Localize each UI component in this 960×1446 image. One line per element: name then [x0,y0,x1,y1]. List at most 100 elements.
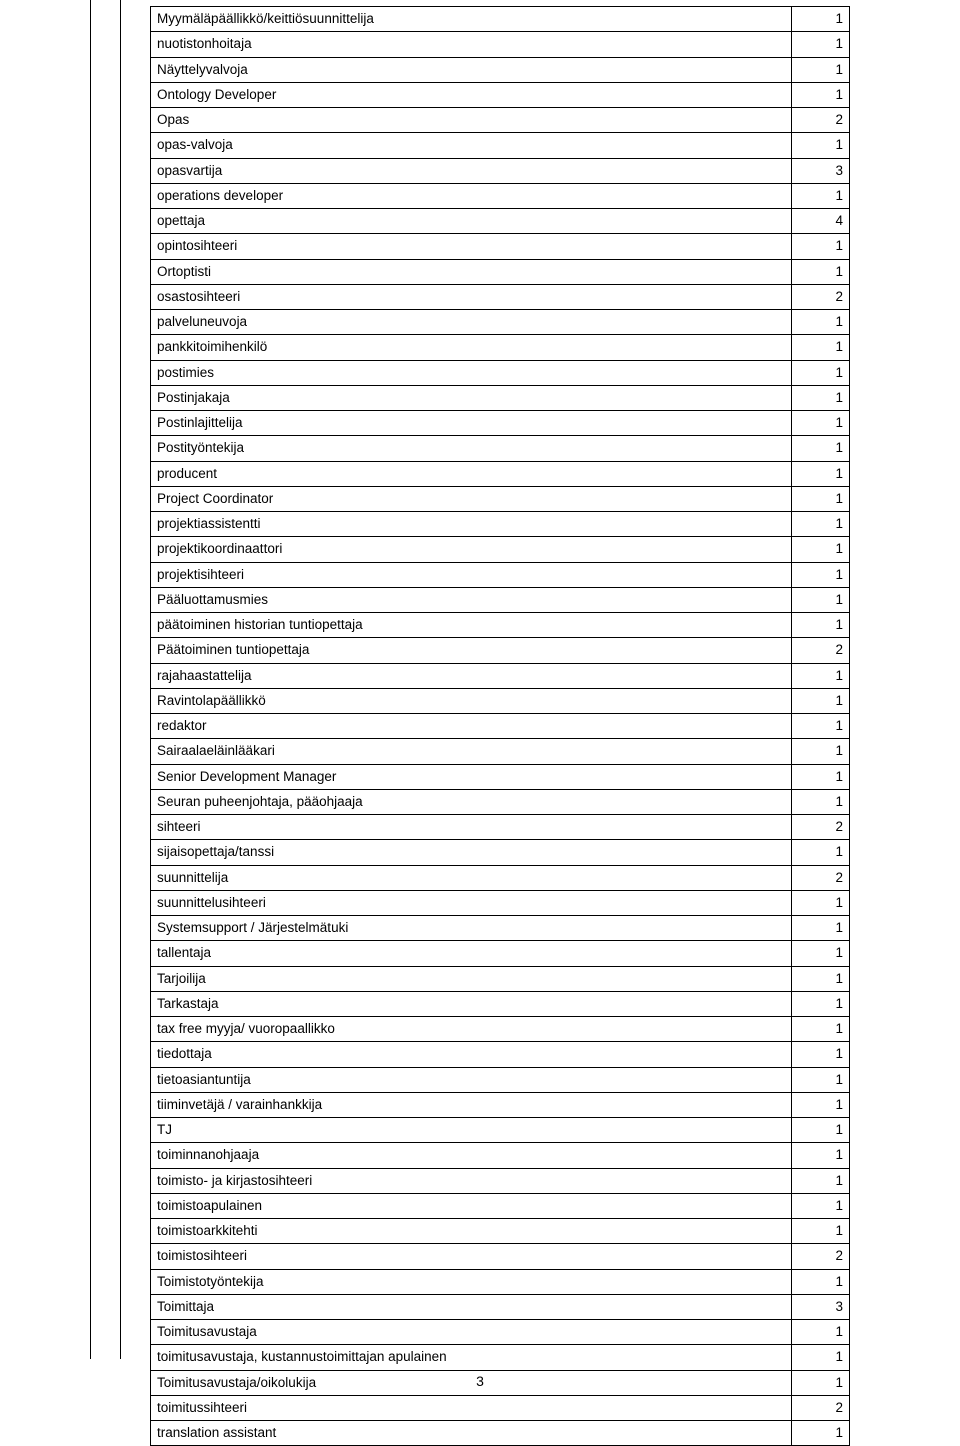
row-value: 3 [792,1294,850,1319]
row-value: 1 [792,436,850,461]
row-label: toimistoarkkitehti [151,1219,792,1244]
row-label: palveluneuvoja [151,310,792,335]
table-row: Ontology Developer1 [151,82,850,107]
row-label: nuotistonhoitaja [151,32,792,57]
table-row: Päätoiminen tuntiopettaja2 [151,638,850,663]
row-value: 1 [792,916,850,941]
row-value: 1 [792,259,850,284]
row-label: Sairaalaeläinlääkari [151,739,792,764]
row-value: 1 [792,32,850,57]
table-row: Opas2 [151,108,850,133]
row-label: opettaja [151,209,792,234]
row-value: 1 [792,537,850,562]
table-row: tax free myyja/ vuoropaallikko1 [151,1017,850,1042]
row-label: translation assistant [151,1421,792,1446]
row-label: toiminnanohjaaja [151,1143,792,1168]
row-label: sihteeri [151,815,792,840]
table-row: Ortoptisti1 [151,259,850,284]
table-row: pankkitoimihenkilö1 [151,335,850,360]
table-row: tiedottaja1 [151,1042,850,1067]
table-row: tallentaja1 [151,941,850,966]
table-row: projektikoordinaattori1 [151,537,850,562]
row-label: Project Coordinator [151,486,792,511]
table-row: tietoasiantuntija1 [151,1067,850,1092]
table-row: Toimittaja3 [151,1294,850,1319]
row-value: 2 [792,1395,850,1420]
row-label: Seuran puheenjohtaja, pääohjaaja [151,789,792,814]
table-row: suunnittelusihteeri1 [151,890,850,915]
row-label: toimistoapulainen [151,1193,792,1218]
row-label: producent [151,461,792,486]
row-value: 1 [792,562,850,587]
table-row: Sairaalaeläinlääkari1 [151,739,850,764]
row-label: Ontology Developer [151,82,792,107]
table-row: päätoiminen historian tuntiopettaja1 [151,613,850,638]
row-value: 1 [792,587,850,612]
row-value: 1 [792,234,850,259]
table-row: toimitussihteeri2 [151,1395,850,1420]
row-value: 1 [792,82,850,107]
table-row: projektisihteeri1 [151,562,850,587]
row-label: tiiminvetäjä / varainhankkija [151,1092,792,1117]
row-value: 1 [792,1092,850,1117]
table-row: operations developer1 [151,183,850,208]
row-label: opas-valvoja [151,133,792,158]
row-value: 1 [792,688,850,713]
row-value: 3 [792,158,850,183]
table-row: redaktor1 [151,714,850,739]
row-label: toimitusavustaja, kustannustoimittajan a… [151,1345,792,1370]
row-value: 1 [792,512,850,537]
row-value: 1 [792,335,850,360]
row-value: 1 [792,613,850,638]
row-label: postimies [151,360,792,385]
table-row: Näyttelyvalvoja1 [151,57,850,82]
table-row: producent1 [151,461,850,486]
row-value: 1 [792,714,850,739]
row-label: toimistosihteeri [151,1244,792,1269]
row-label: redaktor [151,714,792,739]
row-label: Pääluottamusmies [151,587,792,612]
row-value: 1 [792,133,850,158]
row-label: Systemsupport / Järjestelmätuki [151,916,792,941]
row-value: 1 [792,739,850,764]
table-row: TJ1 [151,1118,850,1143]
row-value: 1 [792,360,850,385]
table-row: toimistosihteeri2 [151,1244,850,1269]
table-row: Senior Development Manager1 [151,764,850,789]
row-value: 1 [792,1421,850,1446]
row-value: 1 [792,663,850,688]
table-row: toimitusavustaja, kustannustoimittajan a… [151,1345,850,1370]
table-row: opettaja4 [151,209,850,234]
table-row: osastosihteeri2 [151,284,850,309]
row-label: tax free myyja/ vuoropaallikko [151,1017,792,1042]
row-value: 1 [792,1269,850,1294]
row-label: tallentaja [151,941,792,966]
row-label: Toimistotyöntekija [151,1269,792,1294]
row-value: 2 [792,815,850,840]
row-label: tiedottaja [151,1042,792,1067]
row-label: Postityöntekija [151,436,792,461]
row-label: Myymäläpäällikkö/keittiösuunnittelija [151,7,792,32]
row-value: 4 [792,209,850,234]
row-value: 1 [792,385,850,410]
row-value: 1 [792,941,850,966]
row-value: 1 [792,1042,850,1067]
row-label: Senior Development Manager [151,764,792,789]
table-row: rajahaastattelija1 [151,663,850,688]
row-value: 1 [792,1118,850,1143]
row-value: 1 [792,486,850,511]
table-row: sihteeri2 [151,815,850,840]
data-table-container: Myymäläpäällikkö/keittiösuunnittelija1nu… [150,6,850,1446]
row-label: Toimittaja [151,1294,792,1319]
row-value: 1 [792,764,850,789]
row-label: Opas [151,108,792,133]
row-label: Päätoiminen tuntiopettaja [151,638,792,663]
table-row: Ravintolapäällikkö1 [151,688,850,713]
table-row: Toimistotyöntekija1 [151,1269,850,1294]
row-label: operations developer [151,183,792,208]
row-label: Näyttelyvalvoja [151,57,792,82]
table-row: nuotistonhoitaja1 [151,32,850,57]
row-label: TJ [151,1118,792,1143]
row-label: opasvartija [151,158,792,183]
table-row: Pääluottamusmies1 [151,587,850,612]
